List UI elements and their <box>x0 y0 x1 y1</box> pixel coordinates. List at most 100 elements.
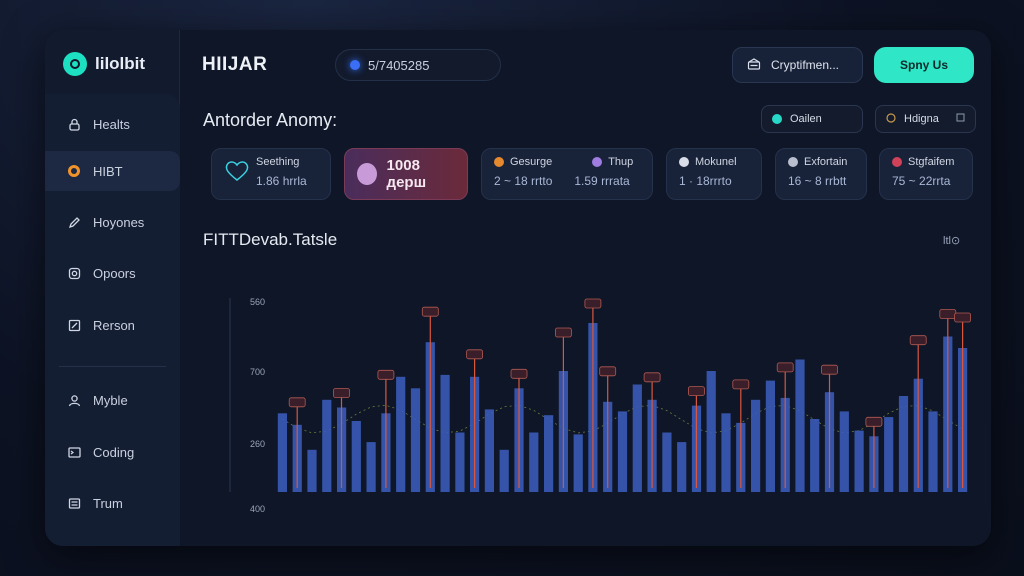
bar[interactable] <box>440 374 450 492</box>
marker-tag[interactable] <box>333 388 350 398</box>
sidebar-item-label: Myble <box>93 392 128 408</box>
sidebar-item-hibt[interactable]: HIBT <box>45 151 180 191</box>
brand-name: lilolbit <box>95 54 146 73</box>
bar[interactable] <box>928 411 938 492</box>
bar[interactable] <box>322 399 332 492</box>
y-tick-label: 700 <box>250 367 265 377</box>
bar[interactable] <box>277 413 287 492</box>
bar[interactable] <box>573 434 583 492</box>
bar[interactable] <box>410 388 421 492</box>
card-label: Exfortain <box>804 156 848 168</box>
square-icon <box>956 113 965 125</box>
bar[interactable] <box>499 449 509 492</box>
oailen-chip[interactable]: Oailen <box>761 105 863 133</box>
marker-tag[interactable] <box>288 397 306 408</box>
terminal-icon <box>67 445 81 459</box>
stat-card-exfortain[interactable]: Exfortain 16 ~ 8 rrbtt <box>775 148 867 200</box>
bar[interactable] <box>854 430 864 492</box>
stat-card-seething[interactable]: Seething 1.86 hrrla <box>211 148 331 200</box>
list-icon <box>67 496 81 510</box>
marker-tag[interactable] <box>776 362 794 373</box>
marker-tag[interactable] <box>421 306 439 317</box>
y-tick-label: 560 <box>250 297 265 307</box>
bar[interactable] <box>751 399 761 492</box>
bar[interactable] <box>529 432 539 493</box>
bar[interactable] <box>396 376 406 492</box>
bar[interactable] <box>706 371 716 492</box>
sidebar-item-rerson[interactable]: Rerson <box>45 305 180 345</box>
bar[interactable] <box>662 432 672 493</box>
bar[interactable] <box>544 415 554 492</box>
bar[interactable] <box>617 411 628 492</box>
brand[interactable]: lilolbit <box>63 52 145 76</box>
sidebar-item-opoors[interactable]: Opoors <box>45 253 180 293</box>
stat-card-mokunel[interactable]: Mokunel 1 · 18rrrto <box>666 148 762 200</box>
sidebar-item-myble[interactable]: Myble <box>45 380 180 420</box>
bar[interactable] <box>839 411 849 492</box>
bar[interactable] <box>884 417 894 492</box>
bar[interactable] <box>810 419 820 492</box>
marker-tag[interactable] <box>510 368 528 379</box>
red-dot-icon <box>892 157 902 167</box>
bar[interactable] <box>366 442 376 492</box>
stat-card-gesurge[interactable]: Gesurge Thup 2 ~ 18 rrtto 1.59 rrrata <box>481 148 653 200</box>
sidebar-item-label: Hoyones <box>93 214 145 230</box>
bar[interactable] <box>455 432 465 493</box>
chip-label: Hdigna <box>904 113 939 125</box>
bar[interactable] <box>484 409 494 492</box>
chart-menu-button[interactable]: ltl⊙ <box>943 235 961 247</box>
search-value: 5/7405285 <box>368 57 430 73</box>
coin-icon <box>67 164 81 178</box>
marker-tag[interactable] <box>865 416 883 427</box>
bar[interactable] <box>307 449 317 492</box>
crypto-button[interactable]: Cryptifmen... <box>732 47 863 83</box>
heart-icon <box>224 160 250 185</box>
app-window: lilolbit Healts HIBT Hoyones <box>45 30 991 546</box>
marker-tag[interactable] <box>643 372 661 383</box>
card-label: Mokunel <box>695 156 737 168</box>
sidebar-item-coding[interactable]: Coding <box>45 432 180 472</box>
marker-tag[interactable] <box>732 379 750 390</box>
grey-dot-icon <box>788 157 798 167</box>
card-value: 75 ~ 22rrta <box>892 174 951 188</box>
bar[interactable] <box>721 413 731 492</box>
section-title: Antorder Anomy: <box>203 110 338 130</box>
marker-tag[interactable] <box>954 312 971 323</box>
wallet-icon <box>747 57 761 73</box>
sidebar-item-label: Opoors <box>93 265 136 281</box>
bar[interactable] <box>632 384 642 493</box>
marker-tag[interactable] <box>554 327 572 338</box>
marker-tag[interactable] <box>584 298 602 309</box>
gear-icon <box>357 163 377 185</box>
bar[interactable] <box>765 380 775 492</box>
bar[interactable] <box>677 442 687 492</box>
stat-card-highlight[interactable]: 1008 дерш <box>344 148 468 200</box>
page-title: HIIJAR <box>202 54 268 75</box>
marker-tag[interactable] <box>821 364 838 375</box>
marker-tag[interactable] <box>599 366 617 377</box>
marker-tag[interactable] <box>687 386 705 396</box>
nav-panel: Healts HIBT Hoyones Opoors <box>45 94 180 546</box>
card-value: 1 · 18rrrto <box>679 174 732 188</box>
stat-card-stgfaifem[interactable]: Stgfaifem 75 ~ 22rrta <box>879 148 973 200</box>
sidebar-item-healts[interactable]: Healts <box>45 104 180 144</box>
hdigna-chip[interactable]: Hdigna <box>875 105 976 133</box>
bar[interactable] <box>351 421 361 492</box>
bar[interactable] <box>795 359 805 493</box>
card-value: 1.59 rrrata <box>574 174 630 188</box>
marker-tag[interactable] <box>377 369 395 380</box>
marker-tag[interactable] <box>909 335 927 346</box>
search-input[interactable]: 5/7405285 <box>335 49 501 81</box>
sidebar-item-trum[interactable]: Trum <box>45 483 180 523</box>
sidebar-item-label: Trum <box>93 495 123 511</box>
flag-icon <box>886 112 896 126</box>
brand-logo-icon <box>63 52 87 76</box>
spny-us-button[interactable]: Spny Us <box>874 47 974 83</box>
y-axis: 560 700 260 400 <box>250 297 265 514</box>
marker-tag[interactable] <box>466 349 484 360</box>
lock-icon <box>67 117 81 131</box>
bar[interactable] <box>898 396 909 492</box>
marker-tag[interactable] <box>939 309 957 319</box>
card-label: Stgfaifem <box>908 156 955 168</box>
sidebar-item-hoyones[interactable]: Hoyones <box>45 202 180 242</box>
